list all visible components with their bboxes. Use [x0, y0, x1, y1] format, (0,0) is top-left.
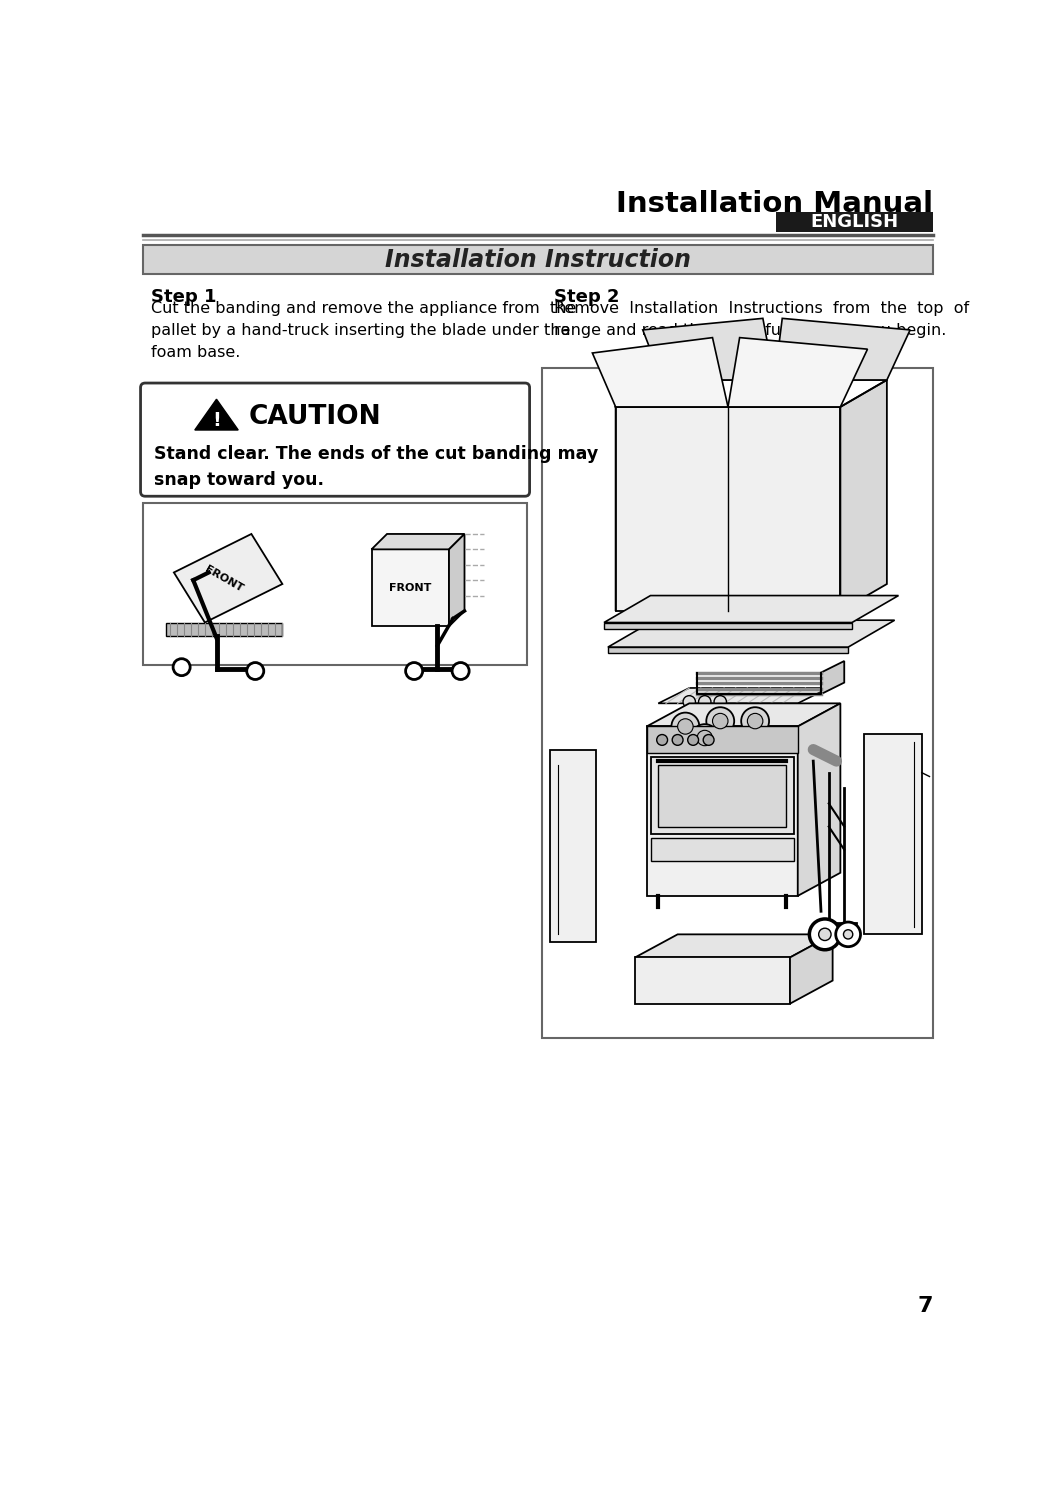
Polygon shape	[775, 319, 910, 380]
Polygon shape	[174, 533, 282, 623]
Polygon shape	[658, 688, 828, 704]
Circle shape	[697, 731, 713, 746]
Text: Cut the banding and remove the appliance from  the
pallet by a hand-truck insert: Cut the banding and remove the appliance…	[150, 301, 576, 360]
Circle shape	[714, 695, 727, 709]
Circle shape	[672, 734, 684, 746]
Text: Remove  Installation  Instructions  from  the  top  of
range and read them caref: Remove Installation Instructions from th…	[553, 301, 969, 339]
Circle shape	[691, 724, 718, 752]
Polygon shape	[728, 337, 867, 407]
Text: CAUTION: CAUTION	[249, 404, 382, 430]
Polygon shape	[449, 533, 464, 626]
Polygon shape	[592, 337, 728, 407]
Polygon shape	[615, 380, 663, 611]
Circle shape	[671, 713, 699, 740]
Polygon shape	[651, 837, 794, 861]
Text: FRONT: FRONT	[204, 563, 245, 593]
Polygon shape	[166, 623, 282, 637]
FancyBboxPatch shape	[776, 213, 933, 232]
Text: 7: 7	[918, 1296, 933, 1315]
Text: Installation Instruction: Installation Instruction	[385, 247, 691, 271]
Polygon shape	[863, 734, 922, 935]
Circle shape	[843, 930, 853, 939]
Polygon shape	[372, 533, 464, 550]
Polygon shape	[798, 704, 840, 896]
FancyBboxPatch shape	[143, 503, 526, 665]
Polygon shape	[647, 727, 798, 896]
Polygon shape	[840, 380, 887, 611]
Circle shape	[405, 662, 423, 680]
Circle shape	[656, 734, 668, 746]
Circle shape	[704, 734, 714, 746]
Text: FRONT: FRONT	[390, 583, 432, 593]
Polygon shape	[608, 647, 848, 653]
Text: Step 1: Step 1	[150, 288, 216, 306]
Circle shape	[741, 707, 769, 736]
Polygon shape	[651, 758, 794, 834]
Polygon shape	[615, 407, 840, 611]
Circle shape	[173, 659, 190, 676]
Circle shape	[677, 719, 693, 734]
Text: !: !	[212, 412, 220, 430]
Polygon shape	[647, 727, 798, 753]
Polygon shape	[647, 704, 840, 727]
Polygon shape	[608, 620, 895, 647]
Polygon shape	[790, 935, 833, 1004]
FancyBboxPatch shape	[143, 246, 933, 274]
Polygon shape	[635, 935, 833, 957]
Circle shape	[684, 695, 695, 709]
Polygon shape	[604, 596, 899, 623]
Text: ENGLISH: ENGLISH	[811, 213, 899, 231]
Circle shape	[836, 923, 861, 947]
Circle shape	[819, 929, 832, 941]
FancyBboxPatch shape	[141, 383, 529, 496]
Polygon shape	[604, 623, 852, 629]
Polygon shape	[643, 319, 775, 380]
Circle shape	[810, 918, 840, 950]
Polygon shape	[635, 957, 790, 1004]
Circle shape	[698, 695, 711, 709]
Polygon shape	[821, 661, 844, 694]
Text: Stand clear. The ends of the cut banding may
snap toward you.: Stand clear. The ends of the cut banding…	[154, 445, 598, 490]
Text: Step 2: Step 2	[553, 288, 620, 306]
Text: Installation Manual: Installation Manual	[616, 190, 933, 219]
FancyBboxPatch shape	[542, 369, 933, 1038]
Circle shape	[713, 713, 728, 728]
Polygon shape	[658, 765, 786, 827]
Polygon shape	[550, 749, 596, 942]
Circle shape	[688, 734, 698, 746]
Polygon shape	[195, 398, 238, 430]
Circle shape	[707, 707, 734, 736]
Circle shape	[748, 713, 763, 728]
Circle shape	[247, 662, 264, 680]
Polygon shape	[372, 550, 449, 626]
Circle shape	[453, 662, 469, 680]
